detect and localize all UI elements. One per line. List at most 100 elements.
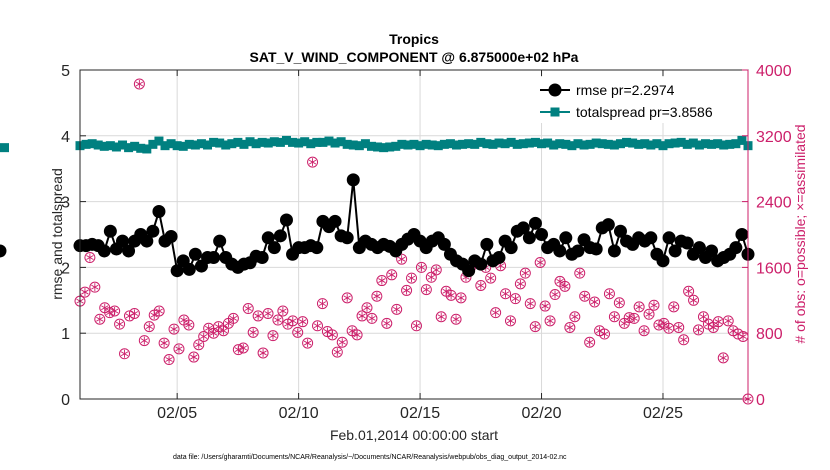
obs-point-131 [722, 315, 734, 327]
totalspread-point-82 [573, 139, 583, 149]
totalspread-point-59 [433, 141, 443, 151]
totalspread-point-45 [348, 140, 358, 150]
obs-point-129 [712, 316, 724, 328]
rmse-point-102 [692, 241, 706, 255]
rmse-point-8 [122, 244, 136, 258]
rmse-point-88 [607, 244, 621, 258]
obs-point-35 [247, 326, 259, 338]
totalspread-point-93 [640, 139, 650, 149]
totalspread-point-38 [306, 139, 316, 149]
rmse-point-18 [182, 262, 196, 276]
obs-point-16 [153, 305, 165, 317]
totalspread-point-56 [415, 141, 425, 151]
totalspread-point-90 [622, 137, 632, 147]
totalspread-point-68 [488, 139, 498, 149]
totalspread-point-80 [561, 139, 571, 149]
obs-point-72 [430, 264, 442, 276]
y-axis-label: rmse and totalspread [49, 168, 65, 300]
obs-point-89 [514, 278, 526, 290]
totalspread-point-22 [209, 137, 219, 147]
totalspread-point-37 [300, 137, 310, 147]
totalspread-point-104 [707, 139, 717, 149]
totalspread-point-73 [518, 139, 528, 149]
obs-point-57 [356, 310, 368, 322]
obs-point-59 [366, 312, 378, 324]
totalspread-point-50 [379, 143, 389, 153]
totalspread-point-58 [427, 140, 437, 150]
rmse-point-97 [662, 231, 676, 245]
totalspread-point-3 [93, 140, 103, 150]
obs-point-38 [262, 307, 274, 319]
x-axis-ticks: 02/05 02/10 02/15 02/20 02/25 [157, 70, 683, 422]
obs-point-51 [326, 329, 338, 341]
obs-point-33 [237, 342, 249, 354]
obs-point-77 [455, 292, 467, 304]
obs-point-13 [138, 335, 150, 347]
totalspread-point-63 [458, 139, 468, 149]
obs-point-47 [307, 156, 319, 168]
totalspread-point-62 [452, 140, 462, 150]
obs-point-63 [386, 269, 398, 281]
totalspread-point-98 [670, 138, 680, 148]
obs-point-130 [717, 352, 729, 364]
totalspread-point-28 [245, 137, 255, 147]
totalspread-point-61 [445, 139, 455, 149]
obs-point-23 [188, 351, 200, 363]
y-right-tick-label-4: 3200 [756, 129, 792, 146]
obs-point-87 [504, 315, 516, 327]
totalspread-point-14 [160, 141, 170, 151]
y-right-tick-label-5: 4000 [756, 63, 792, 80]
x-tick-label-2: 02/15 [400, 405, 440, 422]
legend-rmse-marker [548, 83, 562, 97]
obs-point-99 [564, 321, 576, 333]
totalspread-point-2 [87, 139, 97, 149]
totalspread-point-29 [251, 139, 261, 149]
totalspread-point-19 [190, 140, 200, 150]
totalspread-point-36 [294, 138, 304, 148]
totalspread-point-109 [737, 135, 747, 145]
x-tick-label-1: 02/10 [279, 405, 319, 422]
rmse-point-19 [188, 247, 202, 261]
obs-point-114 [638, 325, 650, 337]
totalspread-point-91 [628, 138, 638, 148]
obs-point-107 [603, 288, 615, 300]
obs-point-44 [292, 326, 304, 338]
totalspread-point-100 [682, 139, 692, 149]
rmse-point-45 [346, 173, 360, 187]
totalspread-point-86 [597, 139, 607, 149]
obs-point-112 [628, 312, 640, 324]
obs-point-48 [312, 320, 324, 332]
rmse-point-60 [437, 237, 451, 251]
totalspread-point-101 [688, 138, 698, 148]
totalspread-point-8 [124, 143, 134, 153]
totalspread-point-7 [118, 140, 128, 150]
obs-point-43 [287, 315, 299, 327]
totalspread-point-9 [130, 141, 140, 151]
obs-point-76 [450, 313, 462, 325]
totalspread-point-95 [652, 139, 662, 149]
rmse-point-39 [310, 241, 324, 255]
totalspread-point-6 [111, 142, 121, 152]
obs-point-94 [539, 300, 551, 312]
obs-point-106 [599, 328, 611, 340]
rmse-point-23 [213, 234, 227, 248]
obs-point-96 [549, 289, 561, 301]
rmse-point-71 [504, 241, 518, 255]
totalspread-point-20 [196, 139, 206, 149]
legend-rmse-label: rmse pr=2.2974 [576, 82, 675, 98]
obs-point-20 [173, 343, 185, 355]
totalspread-point-26 [233, 137, 243, 147]
totalspread-point-92 [634, 139, 644, 149]
y-tick-label-0: 0 [61, 392, 70, 409]
obs-point-3 [89, 281, 101, 293]
obs-point-124 [688, 294, 700, 306]
obs-point-121 [673, 321, 685, 333]
obs-point-108 [608, 311, 620, 323]
totalspread-point-4 [99, 141, 109, 151]
rmse-point-32 [267, 241, 281, 255]
rmse-point-44 [340, 231, 354, 245]
obs-point-24 [193, 339, 205, 351]
rmse-point-22 [207, 251, 221, 265]
obs-point-36 [252, 310, 264, 322]
totalspread-point-105 [713, 139, 723, 149]
